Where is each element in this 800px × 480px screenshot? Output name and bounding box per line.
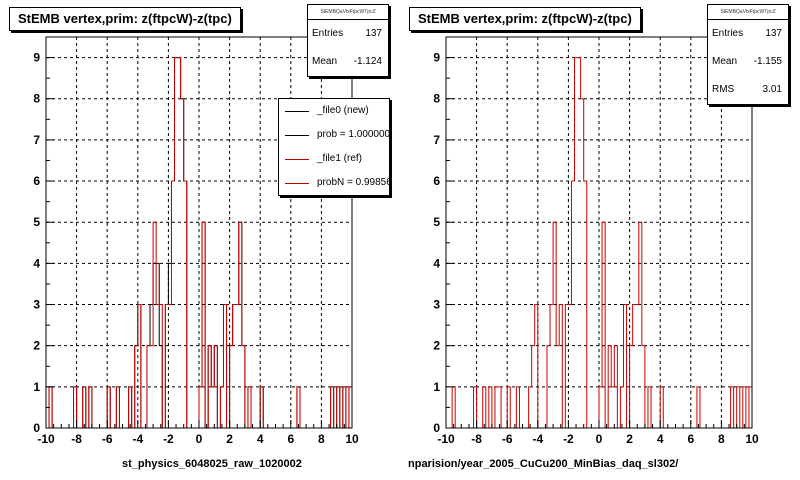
stats-header-1: StEMBQaVtxFtpcWTpcZ [308, 5, 388, 20]
y-tick-label: 5 [433, 215, 440, 229]
stats-value: -1.124 [353, 56, 382, 67]
stats-row-mean-2: Mean -1.155 [708, 48, 788, 76]
stats-row-entries-2: Entries 137 [708, 20, 788, 48]
y-tick-label: 3 [33, 298, 40, 312]
y-tick-label: 6 [33, 174, 40, 188]
x-tick-label: 2 [226, 432, 233, 446]
stats-row-mean-1: Mean -1.124 [308, 48, 388, 76]
x-tick-label: -6 [102, 432, 113, 446]
x-tick-label: 8 [318, 432, 325, 446]
stats-value: -1.155 [753, 56, 782, 67]
y-tick-label: 0 [33, 421, 40, 435]
y-tick-label: 4 [33, 256, 40, 270]
x-tick-label: 4 [257, 432, 264, 446]
stats-label: Mean [712, 56, 738, 67]
x-axis-label-2: nparision/year_2005_CuCu200_MinBias_daq_… [408, 458, 679, 470]
x-tick-label: -10 [37, 432, 55, 446]
stats-label: Entries [712, 28, 744, 39]
legend: _file0 (new) prob = 1.000000 _file1 (ref… [278, 98, 390, 196]
stats-label: Mean [312, 56, 338, 67]
y-tick-label: 9 [433, 51, 440, 65]
y-tick-label: 2 [33, 339, 40, 353]
y-tick-label: 0 [433, 421, 440, 435]
y-tick-label: 3 [433, 298, 440, 312]
x-tick-label: 4 [657, 432, 664, 446]
x-tick-label: -2 [163, 432, 174, 446]
legend-label: prob = 1.000000 [317, 129, 390, 140]
y-tick-label: 5 [33, 215, 40, 229]
legend-swatch [285, 183, 309, 184]
stats-label: RMS [712, 84, 735, 95]
y-tick-label: 8 [433, 92, 440, 106]
legend-entry: prob = 1.000000 [279, 123, 389, 147]
x-tick-label: 0 [196, 432, 203, 446]
x-tick-label: 2 [626, 432, 633, 446]
x-tick-label: 8 [718, 432, 725, 446]
chart-title-2: StEMB vertex,prim: z(ftpcW)-z(tpc) [409, 7, 641, 31]
y-tick-label: 9 [33, 51, 40, 65]
x-tick-label: 6 [687, 432, 694, 446]
y-tick-label: 4 [433, 256, 440, 270]
stats-header-2: StEMBQaVtxFtpcWTpcZ [708, 5, 788, 20]
y-tick-label: 2 [433, 339, 440, 353]
x-tick-label: -8 [71, 432, 82, 446]
y-tick-label: 1 [33, 380, 40, 394]
legend-swatch [285, 159, 309, 160]
legend-entry: _file1 (ref) [279, 147, 389, 171]
x-tick-label: -4 [132, 432, 143, 446]
stats-row-entries-1: Entries 137 [308, 20, 388, 48]
x-tick-label: -6 [502, 432, 513, 446]
y-tick-label: 8 [33, 92, 40, 106]
x-axis-label-1: st_physics_6048025_raw_1020002 [122, 458, 302, 470]
chart-title-1: StEMB vertex,prim: z(ftpcW)-z(tpc) [9, 7, 241, 31]
legend-swatch [285, 135, 309, 136]
stats-box-1: StEMBQaVtxFtpcWTpcZ Entries 137 Mean -1.… [307, 4, 389, 77]
legend-label: probN = 0.998567 [317, 177, 390, 188]
x-tick-label: -10 [437, 432, 455, 446]
x-tick-label: -4 [532, 432, 543, 446]
stats-row-rms-2: RMS 3.01 [708, 76, 788, 104]
y-tick-label: 6 [433, 174, 440, 188]
x-tick-label: 0 [596, 432, 603, 446]
y-tick-label: 1 [433, 380, 440, 394]
x-tick-label: -2 [563, 432, 574, 446]
stats-value: 137 [365, 28, 382, 39]
legend-label: _file0 (new) [317, 105, 369, 116]
legend-swatch [285, 111, 309, 112]
x-tick-label: 6 [287, 432, 294, 446]
x-tick-label: -8 [471, 432, 482, 446]
y-tick-label: 7 [33, 133, 40, 147]
legend-entry: _file0 (new) [279, 99, 389, 123]
y-tick-label: 7 [433, 133, 440, 147]
stats-label: Entries [312, 28, 344, 39]
x-tick-label: 10 [345, 432, 359, 446]
x-tick-label: 10 [745, 432, 759, 446]
legend-entry: probN = 0.998567 [279, 171, 389, 195]
stats-value: 137 [765, 28, 782, 39]
legend-label: _file1 (ref) [317, 153, 363, 164]
stats-value: 3.01 [762, 84, 782, 95]
stats-box-2: StEMBQaVtxFtpcWTpcZ Entries 137 Mean -1.… [707, 4, 789, 105]
